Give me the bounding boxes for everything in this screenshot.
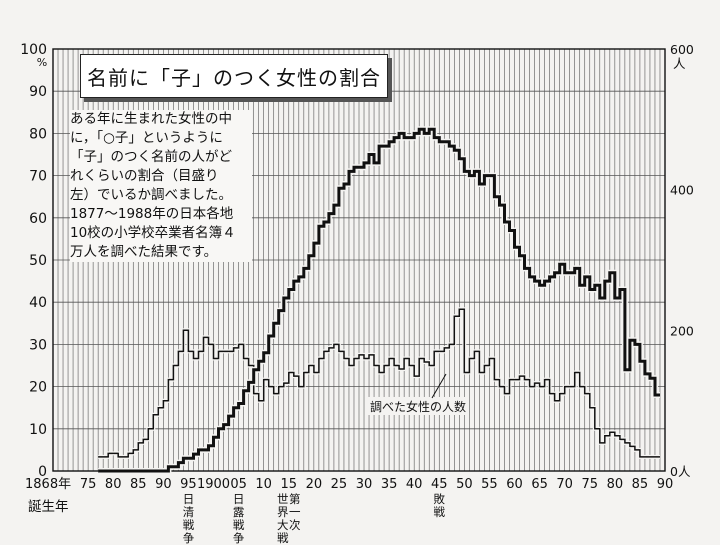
y-right-tick-label: 600 [670, 42, 694, 57]
chart-title-box: 名前に「子」のつく女性の割合 [80, 54, 388, 98]
annotation: 調べた女性の人数 [368, 373, 468, 415]
event-char: 世 [277, 492, 289, 506]
x-tick-label: 20 [306, 477, 323, 492]
y-right-unit-label: 人 [673, 56, 686, 71]
event-char: 次 [289, 518, 301, 532]
x-tick-label: 55 [481, 477, 498, 492]
x-tick-label: 35 [381, 477, 398, 492]
event-char: 清 [183, 505, 195, 519]
y-right-tick-label: 400 [670, 183, 694, 198]
description-line: ある年に生まれた女性の中 [70, 111, 232, 127]
x-tick-label: 1868年 [25, 477, 71, 492]
x-tick-label: 25 [331, 477, 348, 492]
description-line: 1877～1988年の日本各地 [70, 206, 234, 222]
series-line-women-count [98, 308, 660, 458]
annotation-leader [431, 373, 447, 399]
x-tick-label: 45 [431, 477, 448, 492]
x-tick-label: 80 [607, 477, 624, 492]
y-left-tick-label: 0 [38, 464, 47, 480]
description-line: れくらいの割合（目盛り [70, 168, 219, 184]
x-tick-label: 05 [230, 477, 247, 492]
x-tick-label: 60 [506, 477, 523, 492]
chart-description: ある年に生まれた女性の中 に，「○子」というように 「子」のつく名前の人がど れ… [70, 110, 252, 262]
event-char: 日 [233, 492, 245, 506]
x-tick-label: 95 [180, 477, 197, 492]
y-left-tick-label: 70 [29, 169, 47, 185]
x-tick-label: 80 [105, 477, 122, 492]
event-char: 争 [233, 531, 245, 545]
x-tick-label: 70 [556, 477, 573, 492]
y-right-tick-label: 200 [670, 323, 694, 338]
x-tick-label: 10 [255, 477, 272, 492]
annotation-text: 調べた女性の人数 [370, 399, 466, 414]
x-tick-label: 90 [657, 477, 674, 492]
series-line-ko-ratio [98, 127, 660, 473]
x-tick-label: 85 [632, 477, 649, 492]
description-line: に，「○子」というように [70, 130, 223, 146]
event-char: 戦 [434, 505, 446, 519]
x-tick-label: 40 [406, 477, 423, 492]
y-left-tick-label: 90 [29, 84, 47, 100]
y-left-tick-label: 50 [29, 253, 47, 269]
x-tick-label: 1900 [197, 477, 230, 492]
x-tick-label: 85 [130, 477, 147, 492]
plot-frame [52, 48, 666, 472]
x-tick-label: 30 [356, 477, 373, 492]
event-char: 第 [289, 492, 301, 506]
chart-title: 名前に「子」のつく女性の割合 [87, 65, 381, 90]
x-tick-label: 15 [280, 477, 297, 492]
event-char: 大 [277, 518, 289, 532]
annotation-bg [368, 397, 468, 415]
x-tick-label: 65 [531, 477, 548, 492]
event-char: 戦 [233, 518, 245, 532]
x-tick-label: 75 [80, 477, 97, 492]
event-char: 界 [277, 505, 289, 519]
event-char: 戦 [183, 518, 195, 532]
event-label: 敗戦 [434, 492, 446, 519]
event-char: 戦 [277, 531, 289, 545]
event-char: 一 [289, 505, 301, 519]
y-left-tick-label: 30 [29, 337, 47, 353]
y-left-tick-label: 20 [29, 380, 47, 396]
event-char: 日 [183, 492, 195, 506]
y-right-tick-label: 0人 [670, 464, 691, 479]
y-left-tick-label: 60 [29, 211, 47, 227]
x-tick-label: 90 [155, 477, 172, 492]
y-left-tick-label: 80 [29, 126, 47, 142]
description-line: 10校の小学校卒業者名簿４ [70, 225, 236, 241]
description-line: 「子」のつく名前の人がど [70, 149, 232, 165]
description-line: 万人を調べた結果です。 [70, 244, 218, 260]
y-left-unit-label: % [37, 56, 47, 69]
x-axis-title: 誕生年 [28, 499, 69, 515]
y-left-tick-label: 100 [20, 42, 47, 58]
event-char: 敗 [434, 492, 446, 506]
y-left-tick-label: 40 [29, 295, 47, 311]
event-char: 露 [233, 505, 245, 519]
event-char: 争 [183, 531, 195, 545]
description-line: 左）でいるか調べました。 [70, 187, 232, 203]
y-left-tick-label: 10 [29, 422, 47, 438]
x-tick-label: 75 [581, 477, 598, 492]
x-tick-label: 50 [456, 477, 473, 492]
